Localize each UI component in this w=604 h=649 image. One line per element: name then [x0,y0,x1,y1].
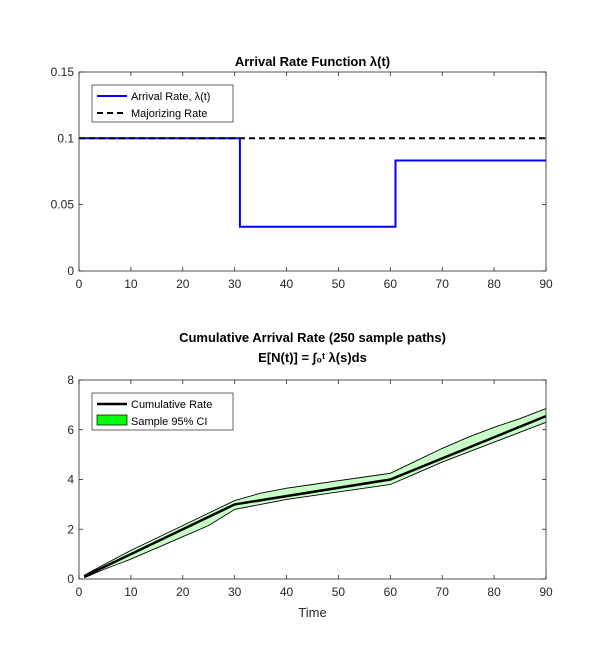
arrival-rate-x-tick-label: 30 [228,277,242,291]
cumulative-rate-x-tick-label: 60 [384,585,398,599]
arrival-rate-x-tick-label: 20 [176,277,190,291]
cumulative-rate-x-tick-label: 80 [487,585,501,599]
cumulative-rate-axes-box [78,379,547,580]
arrival-rate-x-tick-label: 0 [76,277,83,291]
arrival-rate-series-layer [79,137,546,228]
arrival-rate-axes-box [78,71,547,272]
arrival-rate-x-tick-label: 70 [436,277,450,291]
legend-label-majorizing-rate: Majorizing Rate [131,108,207,120]
cumulative-rate-x-tick-label: 10 [124,585,138,599]
arrival-rate-plot: Arrival Rate Function λ(t) 0 10 20 30 40 50 60… [51,54,553,291]
legend-box [91,84,234,123]
arrival-rate-y-tick-label: 0.05 [51,198,75,212]
cumulative-rate-x-tick-label: 90 [539,585,553,599]
x-axis-label: Time [298,605,326,620]
arrival-rate-y-tick-label: 0.1 [57,131,74,145]
arrival-rate-y-tick-label: 0.15 [51,65,75,79]
arrival-rate-x-tick-label: 90 [539,277,553,291]
cumulative-rate-x-tick-label: 0 [76,585,83,599]
arrival-rate-x-tick-label: 50 [332,277,346,291]
cumulative-rate-series-layer [83,414,547,578]
cumulative-rate-band-layer [83,408,547,579]
cumulative-rate-y-tick-label: 2 [67,522,74,536]
confidence-band-upper-line [83,408,547,576]
legend-label-cumulative-rate: Cumulative Rate [131,399,212,411]
arrival-rate-x-tick-label: 40 [280,277,294,291]
arrival-rate-x-tick-label: 60 [384,277,398,291]
cumulative-rate-series-1-line [83,414,547,578]
legend-label-arrival-rate: Arrival Rate, λ(t) [131,91,210,103]
cumulative-rate-y-tick-label: 4 [67,473,74,487]
arrival-rate-y-tick-label: 0 [67,264,74,278]
cumulative-rate-plot: Cumulative Arrival Rate (250 sample path… [67,330,553,620]
cumulative-rate-x-tick-label: 30 [228,585,242,599]
cumulative-rate-y-tick-label: 6 [67,423,74,437]
arrival-rate-title: Arrival Rate Function λ(t) [235,54,390,69]
cumulative-rate-y-tick-label: 0 [67,572,74,586]
confidence-band-area [84,408,546,578]
cumulative-rate-legend: Cumulative Rate Sample 95% CI [91,392,234,431]
arrival-rate-x-tick-label: 80 [487,277,501,291]
cumulative-rate-subtitle: E[N(t)] = ∫₀ᵗ λ(s)ds [258,350,367,365]
cumulative-rate-x-tick-label: 50 [332,585,346,599]
cumulative-rate-x-tick-label: 20 [176,585,190,599]
cumulative-rate-title: Cumulative Arrival Rate (250 sample path… [179,330,446,345]
cumulative-rate-x-tick-label: 40 [280,585,294,599]
cumulative-rate-y-tick-label: 8 [67,373,74,387]
confidence-band-lower-line [84,421,547,579]
arrival-rate-x-tick-label: 10 [124,277,138,291]
arrival-rate-legend: Arrival Rate, λ(t) Majorizing Rate [91,84,234,123]
legend-swatch-confidence-band [96,414,128,426]
legend-label-confidence-band: Sample 95% CI [131,416,207,428]
arrival-rate-ticks-layer: 0 10 20 30 40 50 60 70 80 90 0 0.05 0.1 0.15 [51,65,553,291]
cumulative-rate-x-tick-label: 70 [436,585,450,599]
